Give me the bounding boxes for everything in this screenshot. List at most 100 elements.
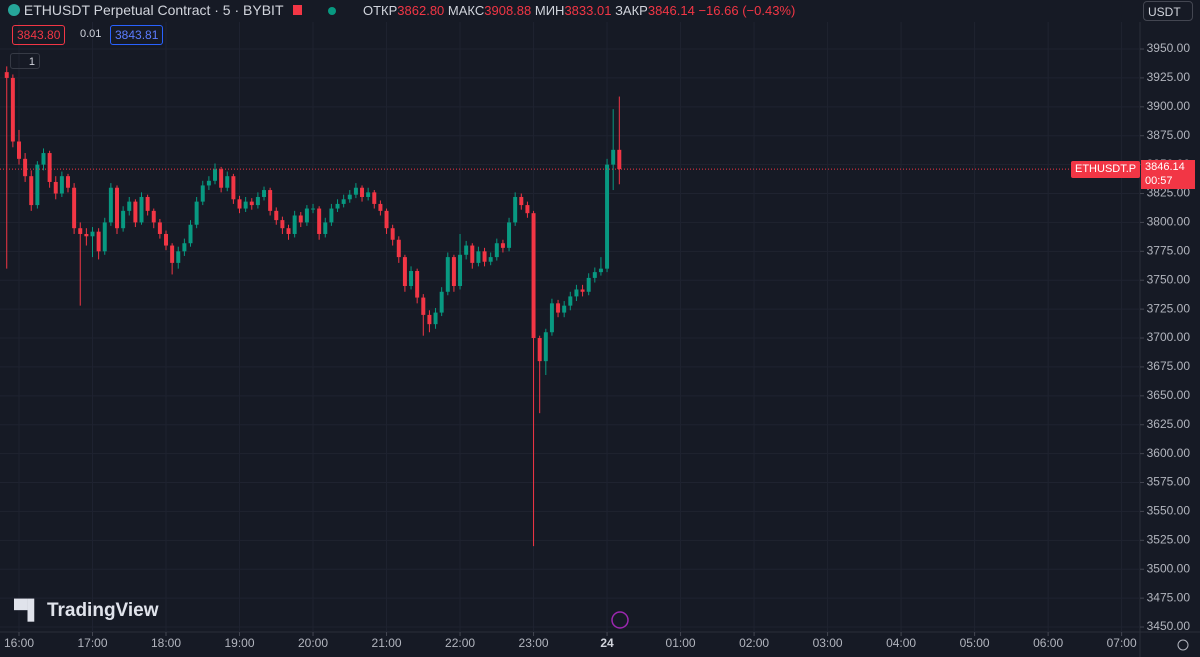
price-tag: 3846.14 00:57 xyxy=(1141,160,1195,190)
candle-body xyxy=(151,210,156,223)
spread: 0.01 xyxy=(80,28,102,40)
candle-body xyxy=(598,268,603,273)
candle-body xyxy=(568,296,573,306)
candle-body xyxy=(121,210,126,229)
last-price: 3846.14 xyxy=(1145,161,1185,174)
candle-body xyxy=(145,196,150,211)
candle-body xyxy=(102,222,107,252)
candle-body xyxy=(317,208,322,234)
candle-body xyxy=(304,208,309,223)
x-tick-label: 17:00 xyxy=(77,636,107,650)
candle-body xyxy=(556,303,561,313)
candle-body xyxy=(206,180,211,186)
y-tick-label: 3750.00 xyxy=(1147,272,1191,286)
candle-body xyxy=(213,169,218,181)
candle-body xyxy=(323,222,328,234)
y-tick-label: 3775.00 xyxy=(1147,243,1191,257)
y-tick-label: 3500.00 xyxy=(1147,561,1191,575)
candle-body xyxy=(219,169,224,188)
currency: USDT xyxy=(1148,5,1181,19)
x-tick-label: 02:00 xyxy=(739,636,769,650)
candle-body xyxy=(592,272,597,278)
candle-body xyxy=(10,77,15,142)
y-tick-label: 3900.00 xyxy=(1147,99,1191,113)
candle-body xyxy=(200,185,205,202)
x-tick-label: 06:00 xyxy=(1033,636,1063,650)
sell-button[interactable]: 3843.80 xyxy=(12,25,66,45)
currency-button[interactable]: USDT xyxy=(1143,1,1193,21)
candle-body xyxy=(525,205,530,214)
candle-body xyxy=(402,257,407,287)
candle-body xyxy=(139,196,144,223)
candle-body xyxy=(372,192,377,204)
y-tick-label: 3650.00 xyxy=(1147,388,1191,402)
candle-body xyxy=(78,228,83,234)
x-tick-label: 16:00 xyxy=(4,636,34,650)
candle-body xyxy=(311,208,316,210)
candle-body xyxy=(108,187,113,223)
y-tick-label: 3675.00 xyxy=(1147,359,1191,373)
symbol-title[interactable]: ETHUSDT Perpetual Contract · 5 · BYBIT xyxy=(23,2,284,18)
candle-body xyxy=(127,201,132,211)
x-tick-label: 04:00 xyxy=(886,636,916,650)
candle-body xyxy=(249,201,254,206)
candle-body xyxy=(16,141,21,159)
candle-body xyxy=(562,305,567,313)
y-tick-label: 3625.00 xyxy=(1147,417,1191,431)
candle-body xyxy=(90,231,95,237)
candle-body xyxy=(513,196,518,223)
candle-body xyxy=(4,72,9,78)
indicator-toggle[interactable]: 1 xyxy=(10,53,40,69)
candle-body xyxy=(231,176,236,200)
candle-body xyxy=(451,257,456,287)
candle-body xyxy=(439,291,444,313)
x-tick-label: 01:00 xyxy=(666,636,696,650)
value: 3833.01 xyxy=(564,3,612,18)
flag-icon[interactable] xyxy=(293,5,303,15)
status-dot xyxy=(328,7,337,15)
x-tick-label: 20:00 xyxy=(298,636,328,650)
candle-body xyxy=(280,220,285,229)
candle-body xyxy=(488,257,493,262)
y-tick-label: 3450.00 xyxy=(1147,619,1191,633)
candle-body xyxy=(347,194,352,200)
candle-body xyxy=(59,176,64,194)
candle-body xyxy=(286,228,291,234)
y-tick-label: 3725.00 xyxy=(1147,301,1191,315)
x-tick-label: 07:00 xyxy=(1107,636,1137,650)
candle-body xyxy=(341,199,346,204)
y-tick-label: 3575.00 xyxy=(1147,475,1191,489)
candle-body xyxy=(507,222,512,248)
candle-body xyxy=(580,289,585,292)
candle-body xyxy=(182,243,187,252)
candle-body xyxy=(549,303,554,333)
brand-logo: ▀▌ TradingView xyxy=(14,600,159,621)
candle-body xyxy=(29,176,34,206)
x-tick-label: 18:00 xyxy=(151,636,181,650)
candle-body xyxy=(482,251,487,262)
candle-body xyxy=(41,153,46,165)
candle-body xyxy=(335,203,340,209)
label: ЗАКР xyxy=(615,3,648,18)
candle-body xyxy=(170,245,175,263)
candle-body xyxy=(543,332,548,362)
y-tick-label: 3925.00 xyxy=(1147,70,1191,84)
axis-panel xyxy=(1140,0,1200,657)
indicator-count: 1 xyxy=(28,56,35,68)
candle-body xyxy=(262,190,267,197)
value: 3846.14 xyxy=(647,3,695,18)
x-tick-label: 24 xyxy=(600,636,614,650)
candle-body xyxy=(390,228,395,240)
candle-body xyxy=(274,210,279,221)
symbol-row: ETHUSDT Perpetual Contract · 5 · BYBIT xyxy=(8,2,337,18)
candle-body xyxy=(23,158,28,177)
y-tick-label: 3525.00 xyxy=(1147,532,1191,546)
buy-button[interactable]: 3843.81 xyxy=(110,25,164,45)
brand-text: TradingView xyxy=(46,600,159,621)
candle-body xyxy=(366,192,371,197)
label: МИН xyxy=(534,3,565,18)
candle-body xyxy=(329,208,334,223)
value: 3908.88 xyxy=(484,3,532,18)
